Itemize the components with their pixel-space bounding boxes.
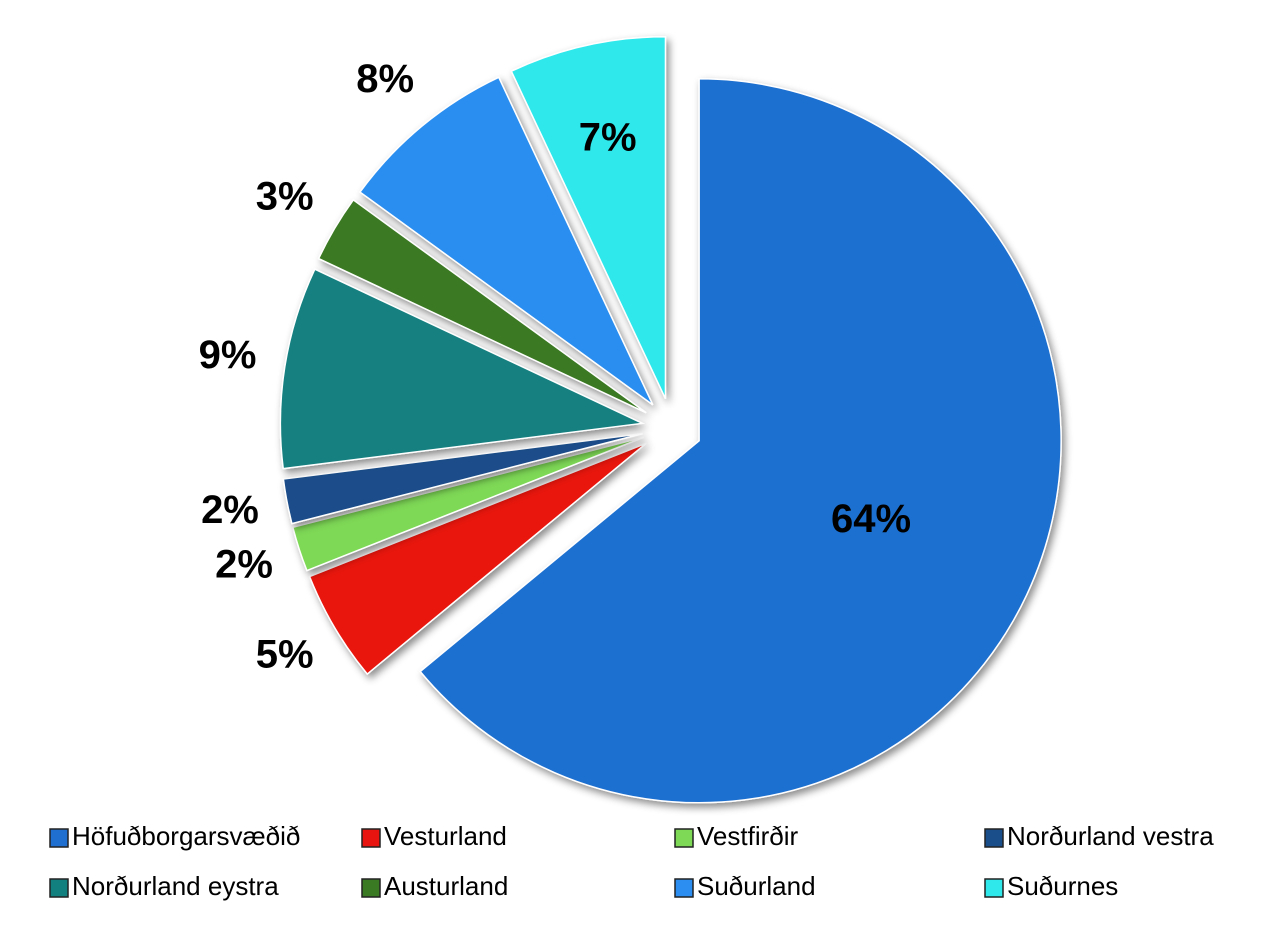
- data-label: 2%: [201, 488, 259, 532]
- legend-label: Norðurland vestra: [1007, 821, 1214, 851]
- labels: 64% 5% 2% 2% 9% 3% 8% 7%: [199, 57, 911, 677]
- slice: [358, 76, 654, 406]
- slice: [279, 268, 646, 470]
- data-label: 7%: [579, 116, 637, 160]
- legend: Höfuðborgarsvæðið Vesturland Vestfirðir Nor…: [49, 821, 1214, 901]
- data-label: 64%: [831, 497, 911, 541]
- slice: [308, 442, 647, 676]
- data-label: 3%: [256, 174, 314, 218]
- slice: [419, 78, 1062, 804]
- legend-swatch: [361, 828, 381, 848]
- data-label: 9%: [199, 333, 257, 377]
- legend-label: Vestfirðir: [697, 821, 798, 851]
- legend-label: Suðurnes: [1007, 871, 1118, 901]
- pie: [279, 35, 1062, 804]
- legend-swatch: [674, 828, 694, 848]
- legend-label: Höfuðborgarsvæðið: [72, 821, 300, 851]
- legend-swatch: [361, 878, 381, 898]
- legend-swatch: [984, 828, 1004, 848]
- data-label: 5%: [256, 633, 314, 677]
- legend-label: Austurland: [384, 871, 508, 901]
- slice: [510, 35, 667, 400]
- legend-swatch: [49, 878, 69, 898]
- slice: [317, 198, 647, 414]
- data-label: 2%: [215, 543, 273, 587]
- slice: [291, 436, 644, 572]
- data-label: 8%: [356, 57, 414, 101]
- legend-swatch: [674, 878, 694, 898]
- legend-label: Norðurland eystra: [72, 871, 279, 901]
- slice: [282, 432, 643, 525]
- legend-label: Suðurland: [697, 871, 816, 901]
- legend-swatch: [984, 878, 1004, 898]
- legend-swatch: [49, 828, 69, 848]
- legend-label: Vesturland: [384, 821, 507, 851]
